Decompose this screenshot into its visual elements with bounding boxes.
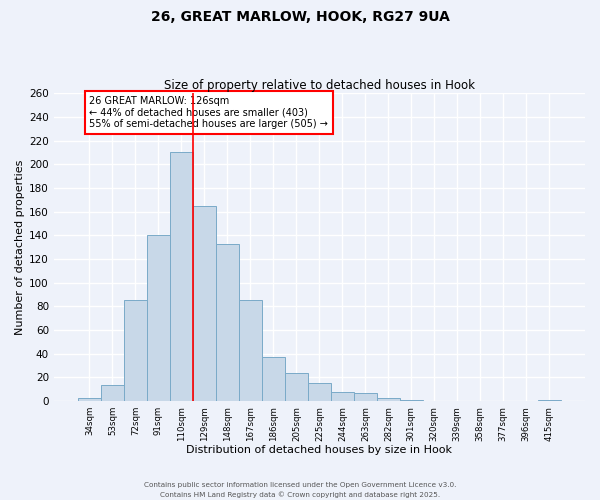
Text: 26 GREAT MARLOW: 126sqm
← 44% of detached houses are smaller (403)
55% of semi-d: 26 GREAT MARLOW: 126sqm ← 44% of detache… bbox=[89, 96, 328, 128]
Bar bbox=[78, 398, 101, 401]
Text: Contains public sector information licensed under the Open Government Licence v3: Contains public sector information licen… bbox=[144, 482, 456, 488]
Bar bbox=[216, 244, 239, 401]
Text: Contains HM Land Registry data © Crown copyright and database right 2025.: Contains HM Land Registry data © Crown c… bbox=[160, 491, 440, 498]
Y-axis label: Number of detached properties: Number of detached properties bbox=[15, 160, 25, 335]
Text: 26, GREAT MARLOW, HOOK, RG27 9UA: 26, GREAT MARLOW, HOOK, RG27 9UA bbox=[151, 10, 449, 24]
Bar bbox=[147, 236, 170, 401]
Bar bbox=[193, 206, 216, 401]
Bar bbox=[285, 372, 308, 401]
Bar bbox=[538, 400, 561, 401]
Bar bbox=[262, 358, 285, 401]
Bar bbox=[170, 152, 193, 401]
Bar bbox=[124, 300, 147, 401]
Bar bbox=[331, 392, 354, 401]
Bar bbox=[239, 300, 262, 401]
Bar bbox=[101, 384, 124, 401]
Bar bbox=[377, 398, 400, 401]
Title: Size of property relative to detached houses in Hook: Size of property relative to detached ho… bbox=[164, 79, 475, 92]
X-axis label: Distribution of detached houses by size in Hook: Distribution of detached houses by size … bbox=[187, 445, 452, 455]
Bar bbox=[400, 400, 423, 401]
Bar bbox=[308, 384, 331, 401]
Bar bbox=[354, 393, 377, 401]
